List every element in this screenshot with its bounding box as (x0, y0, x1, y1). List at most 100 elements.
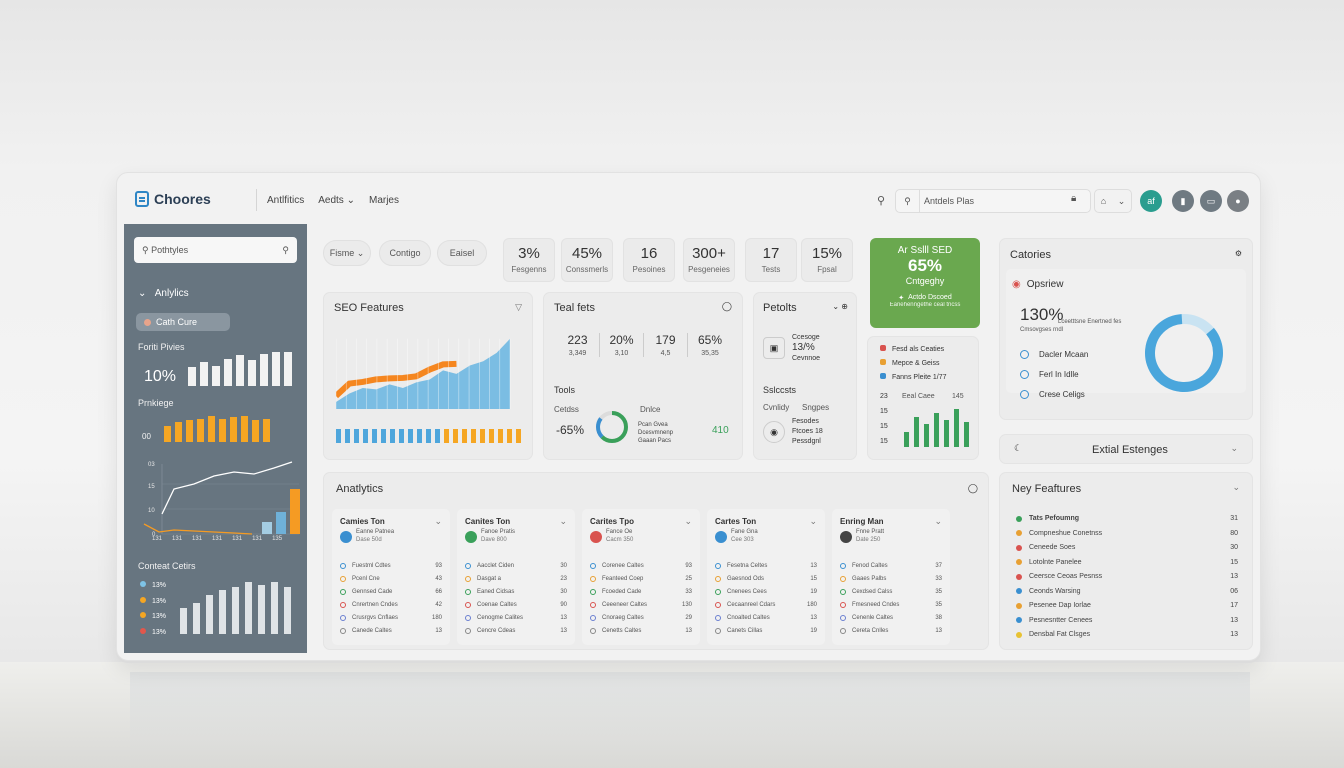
bar (408, 429, 413, 443)
avatar[interactable]: ● (1227, 190, 1249, 212)
list-item[interactable]: Ceonds Warsing 06 (1016, 588, 1238, 595)
list-item[interactable]: Densbal Fat Clsges 13 (1016, 631, 1238, 638)
stat-card[interactable]: 16 Pesoines (623, 238, 675, 282)
avatar-badge[interactable]: af (1140, 190, 1162, 212)
list-item-value: 13 (1230, 631, 1238, 638)
chat-icon[interactable]: ▭ (1200, 190, 1222, 212)
list-item[interactable]: Cnoraeg Caltes 29 (590, 615, 692, 621)
list-item[interactable]: Fuestml Cdtes 93 (340, 563, 442, 569)
bell-icon[interactable]: ▮ (1172, 190, 1194, 212)
stat-card[interactable]: 3% Fesgenns (503, 238, 555, 282)
list-item[interactable]: Ceeeneer Caltes 130 (590, 602, 692, 608)
list-item[interactable]: Cecaanreel Cdars 180 (715, 602, 817, 608)
chevron-down-icon: ⌄ (1117, 195, 1126, 206)
list-item[interactable]: Cnoalted Caltes 13 (715, 615, 817, 621)
bar (934, 413, 939, 447)
list-item[interactable]: Cnenees Cees 19 (715, 589, 817, 595)
external-estenges-row[interactable]: ☾ Extial Estenges ⌄ (999, 434, 1253, 464)
list-item[interactable]: Feanteed Coep 25 (590, 576, 692, 582)
list-item-label: Pesnesntter Cenees (1029, 616, 1093, 624)
user-dropdown[interactable]: ⌂ ⌄ (1094, 189, 1132, 213)
list-item[interactable]: Gennsed Cade 66 (340, 589, 442, 595)
info-icon[interactable]: ◯ (967, 483, 978, 493)
bar (363, 429, 368, 443)
list-item[interactable]: Cenogme Calites 13 (465, 615, 567, 621)
filter-chip[interactable]: Fisme ⌄ (323, 240, 371, 266)
nav-link-ads[interactable]: Aedts ⌄ (318, 195, 355, 206)
nav-link-markets[interactable]: Marjes (368, 195, 399, 206)
chevron-down-icon[interactable]: ⌄ (434, 516, 442, 526)
filter-chip[interactable]: Eaisel (437, 240, 487, 266)
bar (426, 429, 431, 443)
lock-icon[interactable]: 🔒︎ (1071, 193, 1077, 204)
list-item[interactable]: Aacclet Ciden 30 (465, 563, 567, 569)
chevron-down-icon[interactable]: ⌄ (934, 516, 942, 526)
list-item[interactable]: Gaesnod Ods 15 (715, 576, 817, 582)
list-item[interactable]: Fcoeded Cade 33 (590, 589, 692, 595)
list-item[interactable]: Fesetna Celtes 13 (715, 563, 817, 569)
filter-chip-label: Eaisel (449, 248, 475, 258)
bar (372, 429, 377, 443)
list-item[interactable]: Cnrertnen Cndes 42 (340, 602, 442, 608)
list-item[interactable]: Cenenle Caltes 38 (840, 615, 942, 621)
info-icon[interactable]: ◯ (721, 301, 732, 311)
chevron-down-icon[interactable]: ▽ (515, 302, 522, 312)
bar (381, 429, 386, 443)
list-item[interactable]: Corenee Caltes 93 (590, 563, 692, 569)
avatar (340, 531, 352, 543)
dot-icon (144, 318, 151, 326)
list-item[interactable]: Lotolnte Panelee 15 (1016, 559, 1238, 566)
list-item[interactable]: Crusrgvs Cnflaes 180 (340, 615, 442, 621)
chevron-down-icon[interactable]: ⌄ (684, 516, 692, 526)
filter-chip[interactable]: Contigo (379, 240, 431, 266)
list-item-label: Fuestml Cdtes (352, 563, 391, 569)
filter-chip-label: Fisme (329, 248, 355, 258)
sidebar-item-active[interactable]: Cath Cure (136, 313, 230, 331)
list-item[interactable]: Pcenl Cne 43 (340, 576, 442, 582)
list-item[interactable]: Cexdsed Calss 35 (840, 589, 942, 595)
list-item-value: 06 (1230, 587, 1238, 595)
search-icon[interactable]: ⚲ (877, 195, 886, 207)
chevron-down-icon[interactable]: ⌄ ⊕ (832, 302, 848, 311)
column-sub2: Cacm 350 (606, 537, 634, 543)
settings-icon[interactable]: ⚙ (1234, 249, 1242, 258)
circle-icon (1020, 350, 1029, 360)
nav-link-analytics[interactable]: Antlfitics (267, 195, 305, 206)
list-item[interactable]: Eaned Cidsas 30 (465, 589, 567, 595)
list-item[interactable]: Tats Pefoumng 31 (1016, 515, 1238, 522)
list-item[interactable]: Cencre Cdeas 13 (465, 628, 567, 634)
top-search-input[interactable]: ⚲ Antdels Plas (895, 189, 1091, 213)
list-item[interactable]: Dasgat a 23 (465, 576, 567, 582)
list-item-label: Cnoraeg Caltes (602, 615, 644, 621)
list-item[interactable]: Canede Caltes 13 (340, 628, 442, 634)
sidebar-bars-white (188, 352, 296, 386)
list-item[interactable]: Canets Cillas 19 (715, 628, 817, 634)
list-item[interactable]: Compneshue Conetnss 80 (1016, 530, 1238, 537)
sidebar-section-analytics[interactable]: ⌄ Anlylics (138, 288, 189, 299)
list-item[interactable]: Cereta Cnlles 13 (840, 628, 942, 634)
stat-card[interactable]: 17 Tests (745, 238, 797, 282)
list-item[interactable]: Ceneede Soes 30 (1016, 544, 1238, 551)
list-item-label: Cenogme Calites (477, 615, 524, 621)
status-dot (1016, 617, 1022, 623)
status-dot (590, 576, 596, 582)
list-item[interactable]: Coenae Caltes 90 (465, 602, 567, 608)
list-item[interactable]: Pesnesntter Cenees 13 (1016, 617, 1238, 624)
tools-legend-3: Gaaan Pacs (638, 438, 672, 444)
device-reflection (130, 672, 1250, 762)
stat-card[interactable]: 15% Fpsal (801, 238, 853, 282)
app-logo[interactable]: Choores (135, 191, 211, 207)
chevron-down-icon[interactable]: ⌄ (1232, 482, 1240, 492)
list-item[interactable]: Fenod Caltes 37 (840, 563, 942, 569)
list-item[interactable]: Pesenee Dap Iorlae 17 (1016, 602, 1238, 609)
stat-card[interactable]: 45% Conssmerls (561, 238, 613, 282)
list-item[interactable]: Ceersce Ceoas Pesnss 13 (1016, 573, 1238, 580)
chevron-down-icon[interactable]: ⌄ (559, 516, 567, 526)
stat-card[interactable]: 300+ Pesgeneies (683, 238, 735, 282)
chevron-down-icon[interactable]: ⌄ (809, 516, 817, 526)
promo-card[interactable]: Ar Sslll SED 65% Cntgeghy ✦ Actdo Dscoed … (870, 238, 980, 328)
sidebar-search-input[interactable]: ⚲ Pothtyles ⚲ (134, 237, 297, 263)
list-item[interactable]: Gaaes Palbs 33 (840, 576, 942, 582)
list-item[interactable]: Cenetts Caltes 13 (590, 628, 692, 634)
list-item[interactable]: Fmesneed Cndes 35 (840, 602, 942, 608)
